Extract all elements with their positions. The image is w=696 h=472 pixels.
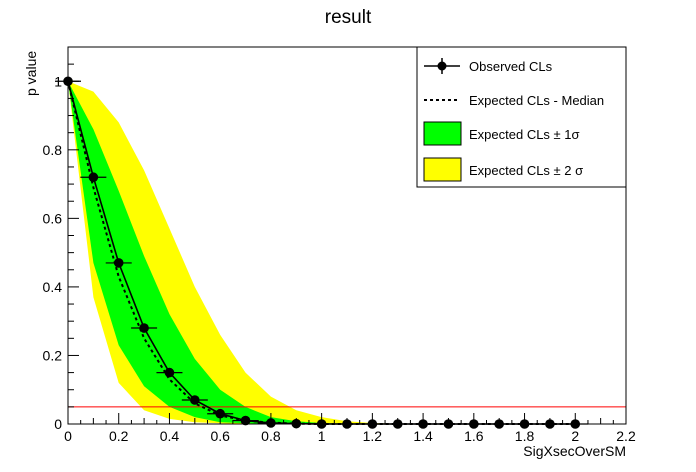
x-tick-label: 0.8 xyxy=(261,428,281,444)
bands-layer xyxy=(68,81,576,425)
chart-title: result xyxy=(325,7,372,28)
x-tick-label: 1 xyxy=(318,428,326,444)
legend-observed-label: Observed CLs xyxy=(469,59,553,74)
legend-median-label: Expected CLs - Median xyxy=(469,93,604,108)
x-tick-label: 0 xyxy=(64,428,72,444)
x-tick-label: 0.4 xyxy=(160,428,180,444)
x-tick-label: 1.8 xyxy=(515,428,535,444)
x-tick-label: 1.2 xyxy=(363,428,383,444)
y-tick-label: 0.8 xyxy=(43,142,63,158)
y-tick-label: 0 xyxy=(54,416,62,432)
observed-point xyxy=(113,258,124,268)
band-2sigma xyxy=(68,81,576,425)
x-tick-label: 0.6 xyxy=(210,428,230,444)
y-tick-label: 0.6 xyxy=(43,210,63,226)
x-tick-label: 1.6 xyxy=(464,428,484,444)
observed-point xyxy=(164,367,175,378)
x-axis-label: SigXsecOverSM xyxy=(523,443,626,459)
y-tick-label: 1 xyxy=(54,73,62,89)
axes-layer: 0 0.2 0.4 0.6 0.8 1 1.2 1.4 1.6 1.8 2 2.2 0 0.2 0.4 0.6… xyxy=(43,46,636,444)
legend-band2-swatch xyxy=(423,157,462,182)
legend-band1-swatch xyxy=(423,121,462,146)
x-tick-label: 2.2 xyxy=(616,428,636,444)
x-tick-label: 2 xyxy=(571,428,579,444)
y-axis-label: p value xyxy=(23,51,39,96)
observed-point xyxy=(88,172,99,183)
x-tick-label: 1.4 xyxy=(413,428,433,444)
observed-point xyxy=(190,395,200,405)
legend-band1-label: Expected CLs ± 1σ xyxy=(469,127,580,142)
x-tick-label: 0.2 xyxy=(109,428,129,444)
legend-band2-label: Expected CLs ± 2 σ xyxy=(469,163,583,178)
y-tick-label: 0.4 xyxy=(43,279,63,295)
observed-point xyxy=(139,323,149,333)
y-tick-label: 0.2 xyxy=(43,347,63,363)
legend: Observed CLs Expected CLs - Median Expec… xyxy=(416,46,627,188)
legend-observed-marker xyxy=(437,61,447,71)
